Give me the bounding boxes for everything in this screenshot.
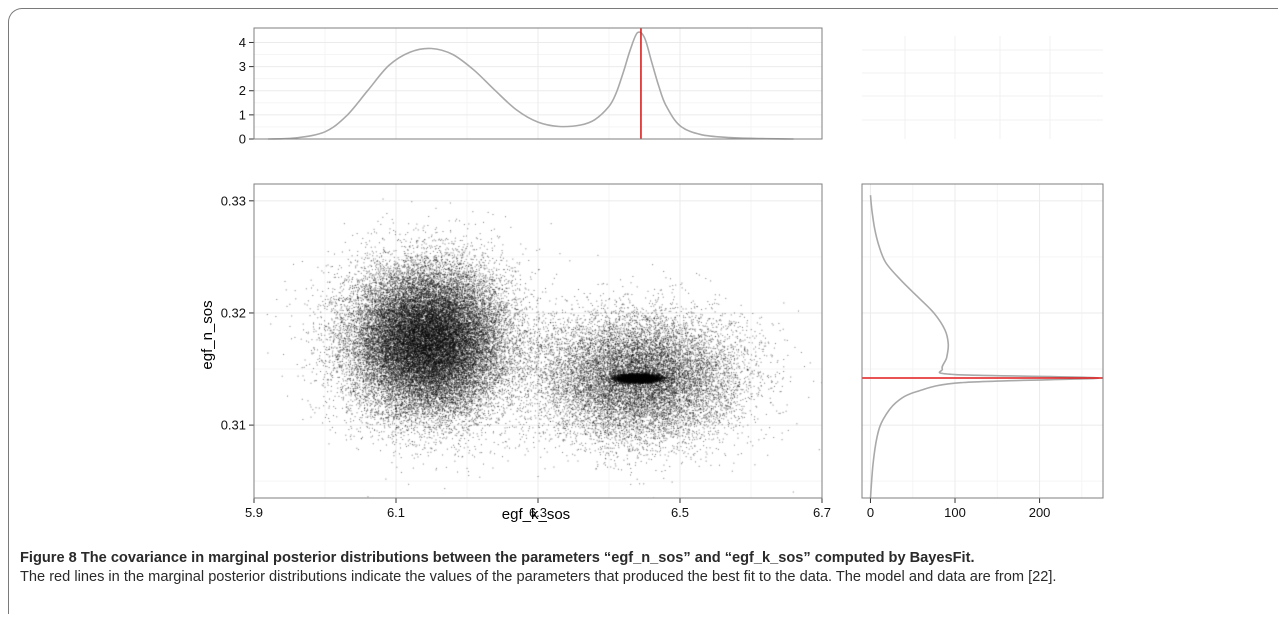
y-axis-tick-label: 0.32 (221, 305, 246, 320)
x-axis-tick-label: 5.9 (245, 505, 263, 520)
scatter-panel: 5.9 6.1 6.3 6.5 6.7 0.31 0.32 0.33 (221, 183, 831, 520)
right-x-tick-label: 100 (944, 505, 966, 520)
figure-caption: Figure 8 The covariance in marginal post… (20, 549, 1270, 587)
top-panel-border (253, 27, 823, 140)
figure-canvas: 0 1 2 3 4 5.9 6.1 6.3 6.5 6.7 0.31 0.32 0.33 0 100 20… (199, 27, 1104, 523)
y-axis-tick-label: 0.31 (221, 418, 246, 433)
x-axis-tick-label: 6.7 (813, 505, 831, 520)
top-density-panel: 0 1 2 3 4 (239, 27, 823, 147)
empty-corner-panel (862, 36, 1103, 139)
top-density-curve (268, 31, 794, 140)
caption-title: Figure 8 The covariance in marginal post… (20, 550, 975, 566)
right-x-tick-label: 200 (1029, 505, 1051, 520)
right-panel-bg (862, 184, 1103, 498)
right-x-tick-label: 0 (867, 505, 874, 520)
right-panel-border (861, 183, 1104, 499)
figure-frame (8, 8, 1278, 614)
scatter-border (253, 183, 823, 499)
top-y-tick-label: 0 (239, 132, 246, 147)
axis-titles: egf_k_sos egf_n_sos (199, 300, 570, 523)
scatter-points (254, 184, 822, 498)
scatter-points-layer (254, 184, 822, 498)
right-density-curve (869, 195, 1100, 499)
x-axis-title: egf_k_sos (502, 506, 570, 523)
top-y-tick-label: 3 (239, 59, 246, 74)
caption-body: The red lines in the marginal posterior … (20, 569, 1057, 585)
top-y-tick-label: 1 (239, 107, 246, 122)
x-axis-tick-label: 6.1 (387, 505, 405, 520)
y-axis-tick-label: 0.33 (221, 193, 246, 208)
x-axis-tick-label: 6.3 (529, 505, 547, 520)
top-y-tick-label: 4 (239, 35, 246, 50)
top-y-tick-label: 2 (239, 83, 246, 98)
x-axis-tick-label: 6.5 (671, 505, 689, 520)
y-axis-title: egf_n_sos (199, 300, 216, 369)
right-density-panel: 0 100 200 (861, 183, 1104, 520)
